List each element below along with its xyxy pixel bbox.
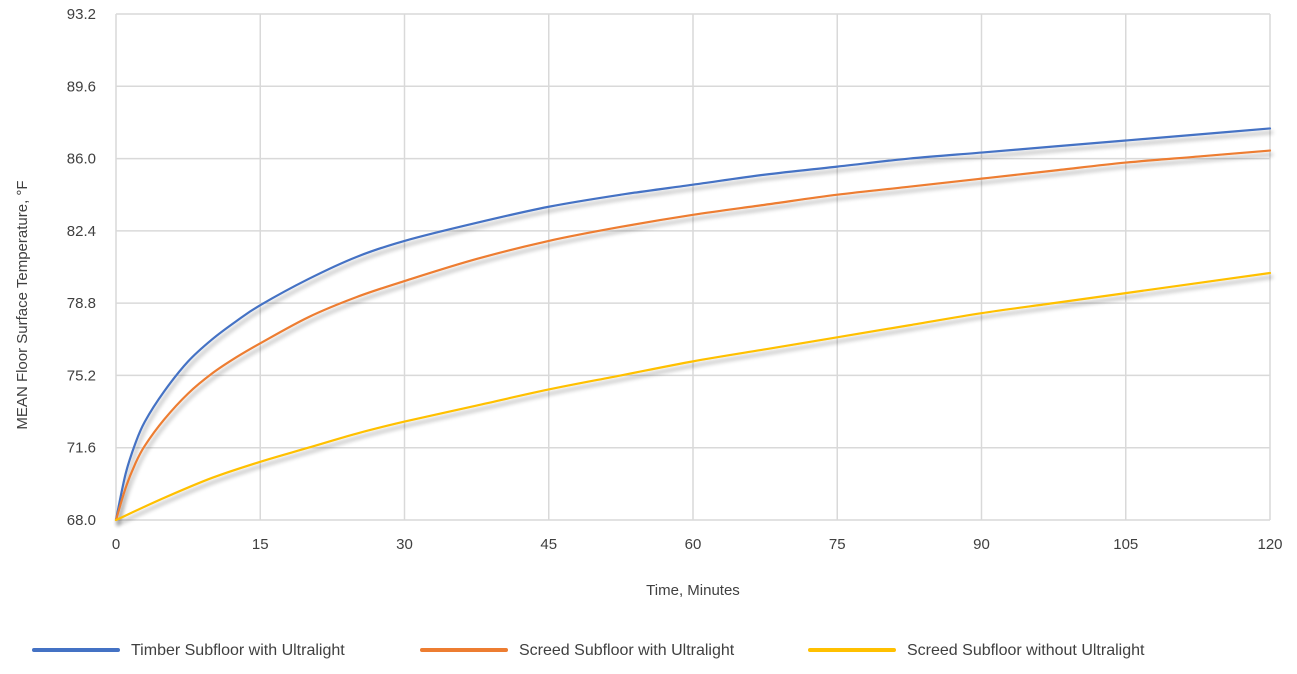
- x-tick-label: 105: [1113, 536, 1138, 553]
- y-tick-label: 75.2: [67, 367, 96, 384]
- legend-item: Timber Subfloor with Ultralight: [32, 642, 345, 659]
- y-axis-title: MEAN Floor Surface Temperature, °F: [14, 180, 31, 429]
- legend: Timber Subfloor with Ultralight Screed Su…: [32, 642, 1145, 659]
- y-tick-label: 78.8: [67, 295, 96, 312]
- series-line-2: [114, 149, 1272, 522]
- x-tick-label: 45: [540, 536, 557, 553]
- legend-label: Timber Subfloor with Ultralight: [131, 642, 345, 659]
- y-tick-label: 82.4: [67, 223, 96, 240]
- gridlines: [115, 13, 1271, 521]
- y-tick-label: 68.0: [67, 512, 96, 529]
- series-line-1: [114, 127, 1272, 522]
- x-tick-label: 75: [829, 536, 846, 553]
- x-axis-ticks: 0 15 30 45 60 75 90 105 120: [112, 536, 1283, 553]
- x-tick-label: 30: [396, 536, 413, 553]
- plot-area: [114, 127, 1272, 522]
- y-tick-label: 93.2: [67, 6, 96, 23]
- x-tick-label: 0: [112, 536, 120, 553]
- x-tick-label: 120: [1257, 536, 1282, 553]
- x-axis-title: Time, Minutes: [646, 582, 740, 599]
- y-tick-label: 86.0: [67, 151, 96, 168]
- legend-label: Screed Subfloor with Ultralight: [519, 642, 735, 659]
- x-tick-label: 90: [973, 536, 990, 553]
- x-tick-label: 15: [252, 536, 269, 553]
- y-axis-ticks: 68.0 71.6 75.2 78.8 82.4 86.0 89.6 93.2: [67, 6, 96, 529]
- series-line-3: [114, 271, 1272, 522]
- x-tick-label: 60: [685, 536, 702, 553]
- legend-item: Screed Subfloor with Ultralight: [420, 642, 735, 659]
- legend-label: Screed Subfloor without Ultralight: [907, 642, 1145, 659]
- legend-item: Screed Subfloor without Ultralight: [808, 642, 1145, 659]
- y-tick-label: 89.6: [67, 78, 96, 95]
- y-tick-label: 71.6: [67, 440, 96, 457]
